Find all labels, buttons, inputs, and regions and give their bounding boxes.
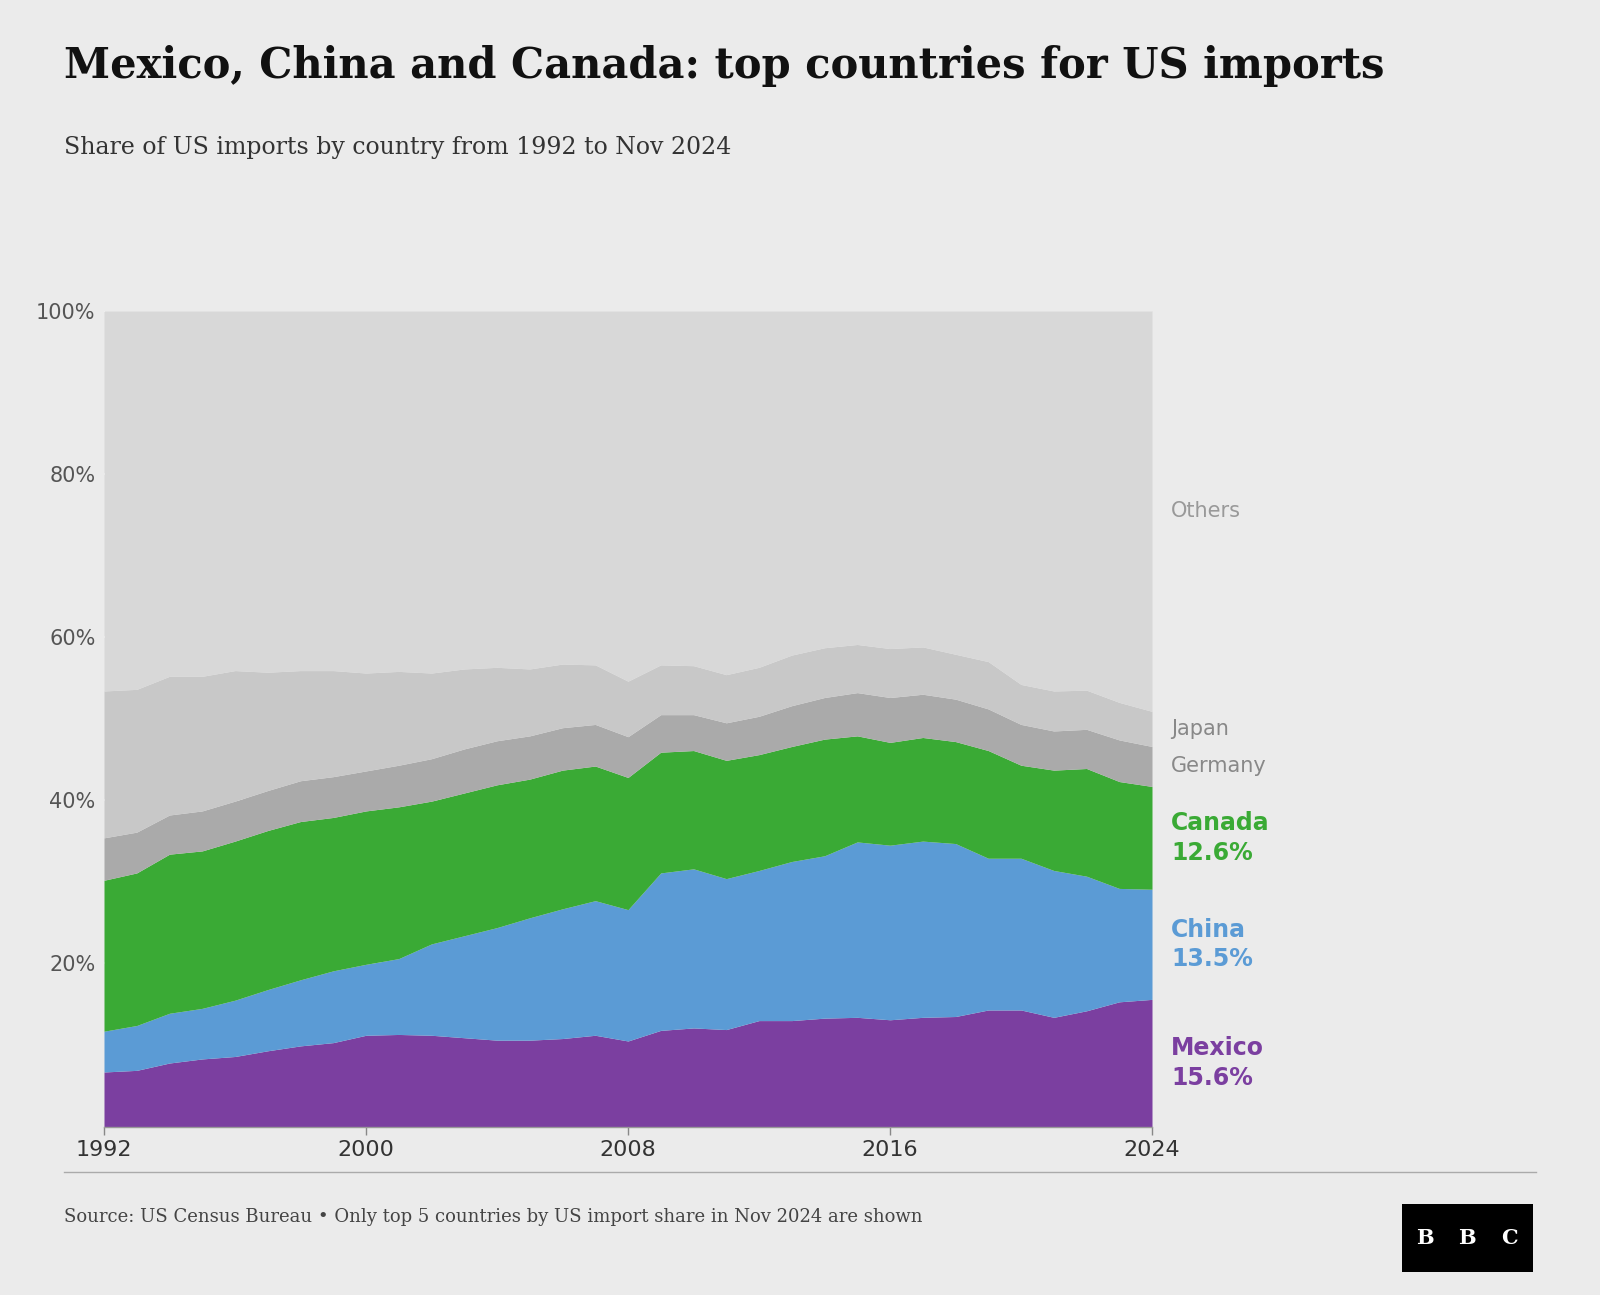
Text: Japan: Japan xyxy=(1171,719,1229,739)
Text: 13.5%: 13.5% xyxy=(1171,947,1253,971)
Text: B: B xyxy=(1416,1228,1434,1248)
Text: Share of US imports by country from 1992 to Nov 2024: Share of US imports by country from 1992… xyxy=(64,136,731,159)
Text: Source: US Census Bureau • Only top 5 countries by US import share in Nov 2024 a: Source: US Census Bureau • Only top 5 co… xyxy=(64,1208,923,1226)
Text: Canada: Canada xyxy=(1171,811,1270,835)
Text: Mexico, China and Canada: top countries for US imports: Mexico, China and Canada: top countries … xyxy=(64,45,1384,87)
Text: Germany: Germany xyxy=(1171,756,1267,777)
Text: 15.6%: 15.6% xyxy=(1171,1066,1253,1089)
Text: C: C xyxy=(1501,1228,1517,1248)
Text: B: B xyxy=(1458,1228,1477,1248)
Text: Mexico: Mexico xyxy=(1171,1036,1264,1061)
Text: Others: Others xyxy=(1171,501,1242,521)
Text: 12.6%: 12.6% xyxy=(1171,840,1253,865)
Text: China: China xyxy=(1171,918,1246,941)
